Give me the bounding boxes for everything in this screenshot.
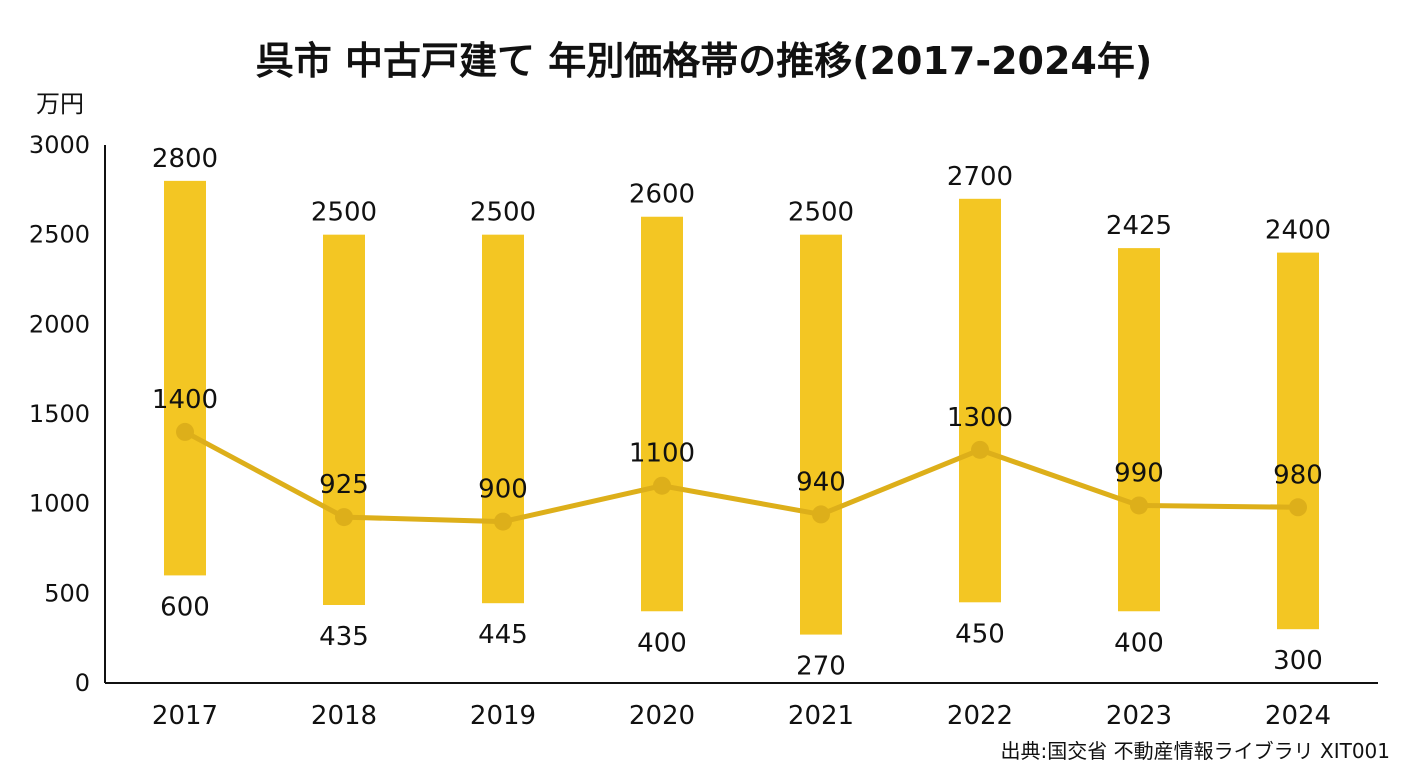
median-label-2017: 1400 <box>152 385 218 415</box>
low-label-2018: 435 <box>319 622 369 652</box>
low-label-2022: 450 <box>955 619 1005 649</box>
range-bar-2021 <box>800 234 842 635</box>
x-tick-label-2023: 2023 <box>1106 701 1172 731</box>
median-point-2018 <box>335 508 353 527</box>
high-label-2018: 2500 <box>311 198 377 228</box>
median-point-2022 <box>971 440 989 459</box>
median-label-2024: 980 <box>1273 460 1323 490</box>
median-point-2020 <box>653 476 671 495</box>
range-bar-2020 <box>641 216 683 612</box>
y-tick-label-1000: 1000 <box>29 490 90 518</box>
range-bar-2017 <box>164 180 206 576</box>
x-tick-label-2022: 2022 <box>947 701 1013 731</box>
median-point-2021 <box>812 505 830 524</box>
low-label-2017: 600 <box>160 592 210 622</box>
low-label-2024: 300 <box>1273 646 1323 676</box>
low-label-2021: 270 <box>796 652 846 682</box>
x-tick-label-2021: 2021 <box>788 701 854 731</box>
data-labels: 2800 600 1400 2500 435 925 2500 445 900 2600 400 11… <box>152 144 1331 682</box>
chart-title: 呉市 中古戸建て 年別価格帯の推移(2017-2024年) <box>256 39 1153 83</box>
x-tick-label-2019: 2019 <box>470 701 536 731</box>
median-label-2022: 1300 <box>947 403 1013 433</box>
high-label-2020: 2600 <box>629 180 695 210</box>
range-bar-2023 <box>1118 248 1160 612</box>
x-tick-label-2018: 2018 <box>311 701 377 731</box>
x-tick-label-2017: 2017 <box>152 701 218 731</box>
range-bar-2024 <box>1277 252 1319 630</box>
range-bar-2019 <box>482 234 524 604</box>
y-tick-label-500: 500 <box>44 579 90 607</box>
low-label-2020: 400 <box>637 628 687 658</box>
range-bar-2018 <box>323 234 365 605</box>
median-point-2019 <box>494 512 512 531</box>
median-point-2023 <box>1130 496 1148 515</box>
high-label-2021: 2500 <box>788 198 854 228</box>
y-tick-label-2500: 2500 <box>29 221 90 249</box>
median-label-2020: 1100 <box>629 439 695 469</box>
median-label-2019: 900 <box>478 475 528 505</box>
y-tick-label-0: 0 <box>75 669 90 697</box>
range-bars <box>164 180 1319 635</box>
high-label-2022: 2700 <box>947 162 1013 192</box>
y-tick-label-3000: 3000 <box>29 131 90 159</box>
axes: 0 500 1000 1500 2000 2500 3000 2017 2018 2019 2020… <box>29 131 1378 731</box>
y-axis-unit: 万円 <box>36 90 84 118</box>
median-line-path <box>183 429 1299 525</box>
median-point-2017 <box>176 422 194 441</box>
y-tick-label-1500: 1500 <box>29 400 90 428</box>
x-tick-label-2024: 2024 <box>1265 701 1331 731</box>
median-label-2023: 990 <box>1114 458 1164 488</box>
median-label-2018: 925 <box>319 470 369 500</box>
high-label-2017: 2800 <box>152 144 218 174</box>
source-note: 出典:国交省 不動産情報ライブラリ XIT001 <box>1001 739 1390 763</box>
high-label-2024: 2400 <box>1265 216 1331 246</box>
median-line <box>176 422 1307 531</box>
median-label-2021: 940 <box>796 467 846 497</box>
low-label-2023: 400 <box>1114 628 1164 658</box>
range-bar-2022 <box>959 198 1001 603</box>
x-tick-label-2020: 2020 <box>629 701 695 731</box>
y-tick-label-2000: 2000 <box>29 310 90 338</box>
high-label-2019: 2500 <box>470 198 536 228</box>
low-label-2019: 445 <box>478 620 528 650</box>
high-label-2023: 2425 <box>1106 211 1172 241</box>
median-point-2024 <box>1289 498 1307 517</box>
